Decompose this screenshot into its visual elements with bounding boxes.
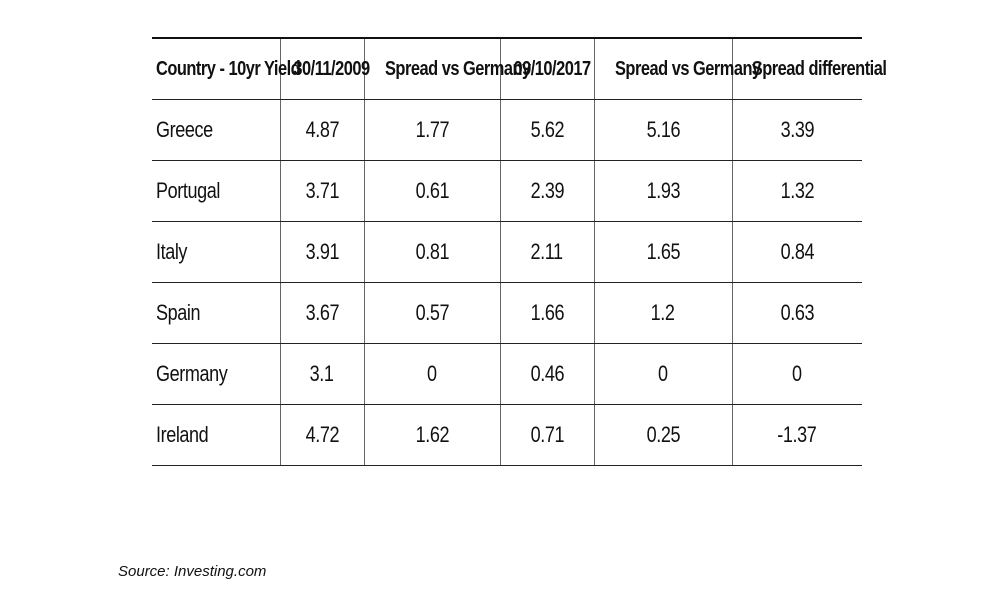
- cell-country: Germany: [152, 343, 280, 405]
- cell-country: Spain: [152, 282, 280, 344]
- cell-yield-2009: 3.91: [279, 221, 364, 283]
- table-row: Germany 3.1 0 0.46 0 0: [152, 343, 862, 405]
- cell-country: Italy: [152, 221, 280, 283]
- table-row: Greece 4.87 1.77 5.62 5.16 3.39: [152, 99, 862, 161]
- source-caption: Source: Investing.com: [118, 563, 267, 580]
- cell-country: Ireland: [152, 404, 280, 466]
- cell-yield-2009: 3.71: [279, 160, 364, 222]
- cell-spread-2017: 0: [593, 343, 732, 405]
- cell-yield-2009: 3.67: [279, 282, 364, 344]
- cell-yield-2017: 0.46: [499, 343, 594, 405]
- cell-yield-2009: 4.87: [279, 99, 364, 161]
- cell-spread-2009: 1.77: [363, 99, 500, 161]
- cell-yield-2017: 2.39: [499, 160, 594, 222]
- cell-spread-2009: 0.57: [363, 282, 500, 344]
- header-spread-2009: Spread vs Germany: [363, 37, 531, 100]
- cell-yield-2009: 3.1: [279, 343, 364, 405]
- header-spread-differential: Spread differential: [731, 37, 886, 100]
- cell-spread-2017: 0.25: [593, 404, 732, 466]
- header-country: Country - 10yr Yield: [152, 37, 301, 100]
- yield-table-container: Country - 10yr Yield 30/11/2009 Spread v…: [152, 37, 886, 466]
- cell-yield-2017: 2.11: [499, 221, 594, 283]
- cell-spread-2017: 1.65: [593, 221, 732, 283]
- cell-yield-2017: 0.71: [499, 404, 594, 466]
- cell-spread-differential: 0.63: [731, 282, 862, 344]
- cell-spread-2009: 0.61: [363, 160, 500, 222]
- table-row: Italy 3.91 0.81 2.11 1.65 0.84: [152, 221, 862, 283]
- table-row: Ireland 4.72 1.62 0.71 0.25 -1.37: [152, 404, 862, 466]
- yield-spread-table: Country - 10yr Yield 30/11/2009 Spread v…: [152, 37, 886, 466]
- header-spread-2017: Spread vs Germany: [593, 37, 761, 100]
- table-row: Spain 3.67 0.57 1.66 1.2 0.63: [152, 282, 862, 344]
- table-row: Portugal 3.71 0.61 2.39 1.93 1.32: [152, 160, 862, 222]
- cell-spread-differential: 0.84: [731, 221, 862, 283]
- cell-spread-differential: -1.37: [731, 404, 862, 466]
- cell-spread-2017: 5.16: [593, 99, 732, 161]
- header-date-2017: 09/10/2017: [499, 37, 594, 100]
- cell-spread-2017: 1.93: [593, 160, 732, 222]
- cell-spread-2009: 0.81: [363, 221, 500, 283]
- cell-spread-differential: 3.39: [731, 99, 862, 161]
- cell-spread-2009: 0: [363, 343, 500, 405]
- cell-yield-2017: 5.62: [499, 99, 594, 161]
- header-date-2009: 30/11/2009: [279, 37, 370, 100]
- cell-yield-2009: 4.72: [279, 404, 364, 466]
- cell-spread-2009: 1.62: [363, 404, 500, 466]
- cell-country: Greece: [152, 99, 280, 161]
- cell-spread-differential: 1.32: [731, 160, 862, 222]
- cell-country: Portugal: [152, 160, 280, 222]
- cell-spread-differential: 0: [731, 343, 862, 405]
- cell-yield-2017: 1.66: [499, 282, 594, 344]
- table-header-row: Country - 10yr Yield 30/11/2009 Spread v…: [152, 37, 886, 100]
- cell-spread-2017: 1.2: [593, 282, 732, 344]
